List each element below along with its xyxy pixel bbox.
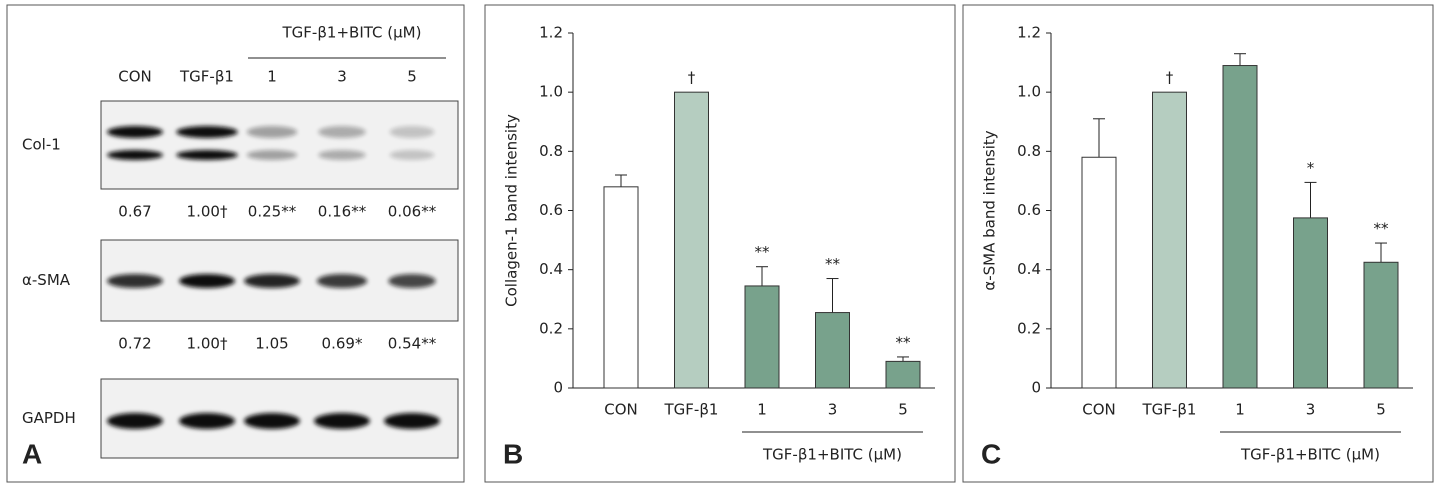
band-quantity: 1.05	[255, 335, 288, 353]
bar	[815, 312, 850, 389]
panel-b-frame	[484, 4, 956, 483]
band-quantity: 0.54**	[388, 335, 437, 353]
significance: **	[825, 255, 841, 273]
bar	[885, 360, 921, 389]
group-label: TGF-β1+BITC (μM)	[282, 24, 422, 42]
y-tick-label: 0.4	[539, 260, 563, 278]
group-label: TGF-β1+BITC (μM)	[762, 446, 902, 464]
blot-band	[389, 150, 435, 160]
lane-label: 3	[337, 68, 347, 86]
panel-letter: C	[981, 438, 1001, 469]
band-quantity: 0.06**	[388, 203, 437, 221]
panel-letter: B	[503, 438, 523, 469]
band-quantity: 0.72	[118, 335, 151, 353]
blot-band	[244, 413, 300, 429]
blot-band	[318, 150, 366, 160]
band-quantity: 0.25**	[248, 203, 297, 221]
blot-band	[388, 274, 436, 288]
blot-band	[314, 413, 370, 429]
y-tick-label: 0.8	[539, 142, 563, 160]
panel-c-frame	[962, 4, 1434, 483]
lane-label: CON	[118, 68, 152, 86]
row-label: α-SMA	[22, 271, 71, 289]
bar	[1363, 261, 1399, 389]
lane-label: 1	[267, 68, 277, 86]
significance: **	[1374, 220, 1390, 238]
lane-label: TGF-β1	[179, 68, 234, 86]
significance: **	[896, 333, 912, 351]
blot-band	[389, 126, 435, 138]
blot-frame	[100, 100, 459, 190]
row-label: GAPDH	[22, 409, 76, 427]
blot-band	[107, 413, 163, 429]
blot-band	[107, 150, 163, 160]
y-axis-label: α-SMA band intensity	[981, 130, 999, 290]
x-tick-label: CON	[604, 401, 638, 419]
band-quantity: 0.16**	[318, 203, 367, 221]
y-tick-label: 0.2	[539, 319, 563, 337]
x-tick-label: 3	[1306, 401, 1316, 419]
blot-band	[384, 413, 440, 429]
x-tick-label: 1	[757, 401, 767, 419]
y-tick-label: 0	[1031, 379, 1041, 397]
bar	[1152, 91, 1187, 389]
blot-band	[176, 126, 238, 138]
significance: **	[755, 243, 771, 261]
x-tick-label: TGF-β1	[1142, 401, 1197, 419]
y-tick-label: 0.8	[1017, 142, 1041, 160]
blot-band	[107, 126, 163, 138]
bar	[1222, 65, 1258, 389]
panel-a-frame	[6, 4, 465, 483]
x-tick-label: 5	[1376, 401, 1386, 419]
y-tick-label: 1.0	[1017, 83, 1041, 101]
bar	[744, 285, 780, 389]
x-tick-label: 1	[1235, 401, 1245, 419]
blot-band	[246, 126, 298, 138]
x-tick-label: TGF-β1	[664, 401, 719, 419]
bar	[1293, 217, 1328, 389]
panel-letter: A	[22, 438, 42, 469]
significance: *	[1307, 159, 1315, 177]
x-tick-label: 5	[898, 401, 908, 419]
y-tick-label: 1.2	[1017, 24, 1041, 42]
x-tick-label: CON	[1082, 401, 1116, 419]
blot-band	[244, 274, 300, 288]
band-quantity: 1.00†	[187, 203, 228, 221]
y-tick-label: 0.2	[1017, 319, 1041, 337]
blot-band	[176, 150, 238, 160]
band-quantity: 0.69*	[322, 335, 363, 353]
blot-band	[179, 413, 235, 429]
bar	[1081, 156, 1117, 389]
significance: †	[1166, 69, 1174, 87]
y-tick-label: 1.2	[539, 24, 563, 42]
band-quantity: 1.00†	[187, 335, 228, 353]
y-tick-label: 1.0	[539, 83, 563, 101]
lane-label: 5	[407, 68, 417, 86]
band-quantity: 0.67	[118, 203, 151, 221]
y-tick-label: 0.4	[1017, 260, 1041, 278]
blot-band	[179, 274, 235, 288]
y-axis-label: Collagen-1 band intensity	[503, 114, 521, 307]
y-tick-label: 0	[553, 379, 563, 397]
blot-band	[318, 126, 366, 138]
bar	[603, 186, 639, 389]
bar	[674, 91, 709, 389]
blot-band	[107, 274, 163, 288]
y-tick-label: 0.6	[1017, 201, 1041, 219]
y-tick-label: 0.6	[539, 201, 563, 219]
x-tick-label: 3	[828, 401, 838, 419]
blot-band	[246, 150, 298, 160]
group-label: TGF-β1+BITC (μM)	[1240, 446, 1380, 464]
significance: †	[688, 69, 696, 87]
row-label: Col-1	[22, 136, 61, 154]
blot-band	[316, 274, 368, 288]
